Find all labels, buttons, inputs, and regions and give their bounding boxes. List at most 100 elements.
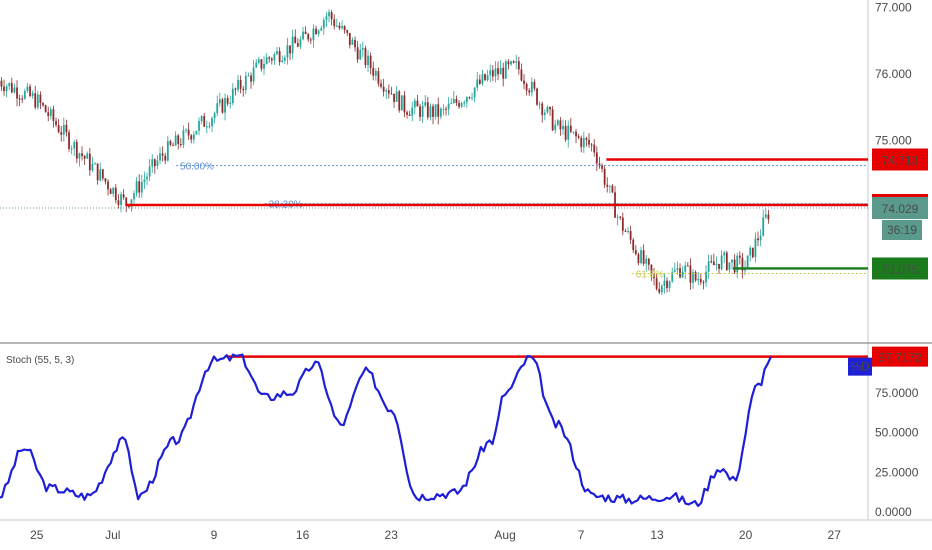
candle-body [247,75,250,77]
candle-body [460,102,463,107]
candle-body [86,153,89,159]
candle-body [244,75,247,91]
candle-body [81,153,83,156]
candle-body [767,214,770,220]
candle-body [112,187,115,194]
candle-body [5,86,8,92]
candle-body [120,194,122,205]
candle-body [255,62,258,68]
countdown-label: 36:19 [887,223,917,237]
candle-body [10,83,13,93]
candle-body [13,87,16,93]
candle-body [543,112,546,116]
candle-body [627,231,629,233]
candle-body [55,120,57,125]
level-price-tag [872,148,928,171]
candle-body [182,130,185,145]
candle-body [489,70,492,76]
candle-body [759,235,762,241]
candle-body [679,268,681,278]
candle-body [502,67,505,79]
stoch-tick-label: 75.0000 [875,386,919,400]
candle-body [694,272,697,281]
candle-body [551,109,554,131]
candle-body [343,26,346,31]
candle-body [450,102,453,104]
candle-body [26,86,29,91]
candle-body [439,108,442,117]
candle-body [554,124,557,131]
current-price-tag [872,197,928,220]
x-tick-label: 16 [296,528,310,542]
candle-body [731,259,733,263]
stoch-tick-label: 0.0000 [875,505,912,519]
candle-body [174,135,177,146]
candle-body [148,166,151,177]
candle-body [606,184,609,187]
candle-body [75,141,78,159]
candle-body [494,68,497,77]
series-d-tag [848,357,872,376]
candle-body [660,285,663,293]
x-tick-label: 23 [385,528,399,542]
candle-body [101,169,104,179]
candle-body [68,132,70,149]
candle-body [39,94,42,104]
candle-body [712,261,715,266]
price-tick-label: 75.000 [875,133,912,147]
level-price-tag [872,257,928,280]
candle-body [161,153,164,156]
candle-body [520,69,523,81]
candle-body [276,51,278,55]
candle-body [419,106,421,117]
candle-body [590,144,593,146]
candle-body [530,81,533,93]
candle-body [684,265,687,272]
candle-body [320,28,323,31]
candle-body [143,179,146,183]
candle-body [601,165,603,169]
candle-body [346,30,349,33]
candle-body [702,282,705,284]
candle-body [190,135,193,140]
candle-body [549,107,551,110]
stoch-tick-label: 50.0000 [875,426,919,440]
candle-body [94,163,96,165]
candle-body [577,136,580,138]
candle-body [99,169,102,181]
candle-body [634,250,637,255]
candle-body [569,125,572,132]
candle-body [117,200,120,205]
candle-body [699,278,702,283]
candle-body [478,79,481,84]
candle-body [179,144,182,146]
candle-body [710,261,713,263]
candle-body [416,100,419,107]
candle-body [44,105,47,113]
candle-body [499,67,502,75]
candle-body [666,280,668,289]
candle-body [159,153,161,161]
candle-body [291,36,294,54]
candle-body [307,34,310,40]
candle-body [481,74,484,84]
candle-body [400,95,403,111]
candle-body [572,131,575,133]
candle-body [260,59,263,69]
level-price-label: 73.075 [882,262,919,276]
candle-body [172,144,174,146]
candle-body [536,88,538,105]
candle-body [187,129,190,136]
series-d-label: %D [850,360,870,374]
candle-body [632,239,635,251]
x-tick-label: Aug [494,528,515,542]
candle-body [377,71,380,84]
candle-body [754,238,757,258]
candle-body [507,61,510,65]
candle-body [385,90,388,92]
candle-body [213,113,216,119]
candle-body [231,88,234,104]
candle-body [322,19,325,29]
candle-body [445,108,447,110]
